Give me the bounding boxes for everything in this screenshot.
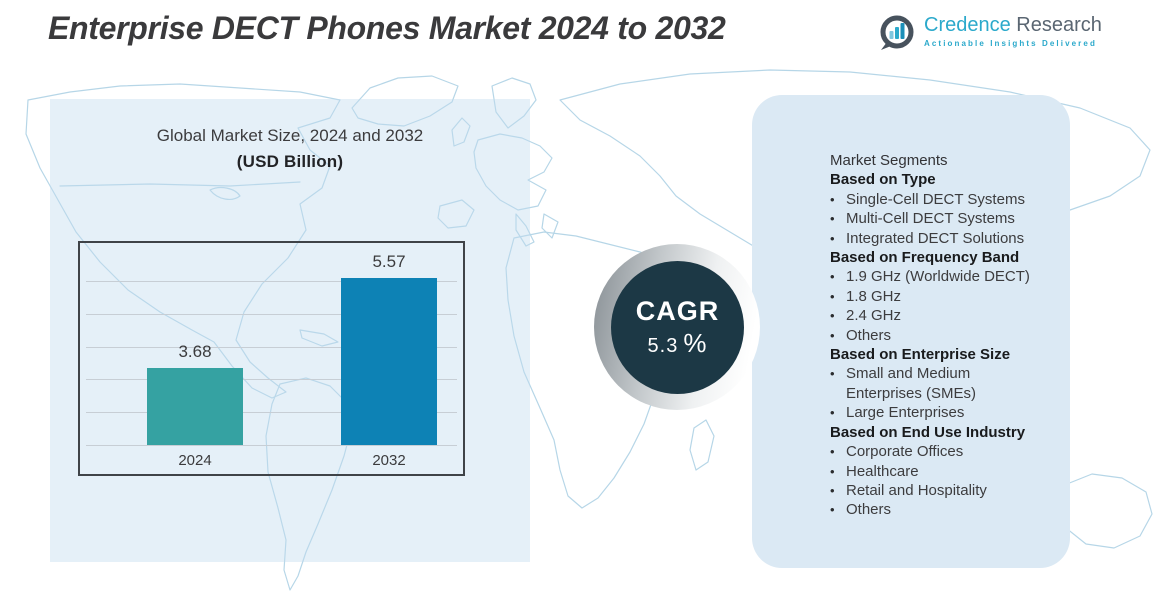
segments-list: Market Segments Based on Type • Single-Cell… (830, 151, 1062, 520)
gridline (86, 379, 457, 380)
segment-item-label: Others (846, 326, 892, 344)
page-title: Enterprise DECT Phones Market 2024 to 20… (48, 10, 726, 46)
bullet-icon: • (830, 482, 835, 498)
segment-line-bullet: • 1.9 GHz (Worldwide DECT) (830, 267, 1062, 286)
segment-item-label: Retail and Hospitality (846, 481, 987, 499)
segment-line-bullet: • Large Enterprises (830, 403, 1062, 422)
segment-line-bullet: • Integrated DECT Solutions (830, 229, 1062, 248)
gridline (86, 445, 457, 446)
bullet-icon: • (830, 288, 835, 304)
bullet-icon: • (830, 211, 835, 227)
chart-heading: Global Market Size, 2024 and 2032 (USD B… (50, 126, 530, 172)
segment-item-label: Others (846, 501, 892, 519)
bullet-icon: • (830, 191, 835, 207)
segment-line-bullet: • Single-Cell DECT Systems (830, 190, 1062, 209)
segment-line-bullet: • Others (830, 326, 1062, 345)
bar-chart: 3.68 2024 5.57 2032 (78, 241, 465, 476)
segment-item-label: 1.9 GHz (Worldwide DECT) (846, 268, 1030, 286)
chart-title: Global Market Size, 2024 and 2032 (156, 126, 424, 145)
segment-item-label: Integrated DECT Solutions (846, 229, 1025, 247)
cagr-badge: CAGR 5.3 % (611, 261, 744, 394)
bullet-icon: • (830, 502, 835, 518)
brand-name-credence: Credence (924, 14, 1011, 36)
bar-chart-speech-bubble-icon (880, 15, 914, 50)
segment-line-header: Based on Type (830, 171, 936, 189)
segment-line-bullet: • Others (830, 500, 1062, 519)
percent-sign: % (683, 327, 708, 358)
segment-line-bullet: • Small and Medium (830, 364, 1062, 383)
bar-value-label: 3.68 (178, 342, 212, 361)
logo-text: Credence Research Actionable Insights De… (924, 13, 1102, 48)
brand-name-research: Research (1016, 14, 1102, 36)
credence-research-logo: Credence Research Actionable Insights De… (878, 13, 1102, 53)
bar-2024 (147, 368, 243, 445)
chart-panel-background (50, 99, 530, 562)
segment-item-label: Multi-Cell DECT Systems (846, 210, 1015, 228)
cagr-value: 5.3 % (648, 328, 708, 359)
segment-item-label: Healthcare (846, 462, 919, 480)
bullet-icon: • (830, 405, 835, 421)
market-segments-panel: Market Segments Based on Type • Single-Cell… (752, 95, 1070, 568)
segment-line-header: Based on Enterprise Size (830, 346, 1011, 364)
segment-line-bullet: • Retail and Hospitality (830, 481, 1062, 500)
segment-item-label: Large Enterprises (846, 404, 965, 422)
gridline (86, 314, 457, 315)
brand-name: Credence Research (924, 13, 1102, 37)
segment-item-label: Single-Cell DECT Systems (846, 190, 1025, 208)
segment-line-header: Based on End Use Industry (830, 423, 1026, 441)
bullet-icon: • (830, 269, 835, 285)
bullet-icon: • (830, 327, 835, 343)
segment-line-header: Based on Frequency Band (830, 249, 1020, 267)
segment-item-label: Small and Medium (846, 365, 971, 383)
segment-item-label: 1.8 GHz (846, 287, 902, 305)
bullet-icon: • (830, 444, 835, 460)
logo-tagline: Actionable Insights Delivered (924, 39, 1097, 48)
segment-line-bullet: • Corporate Offices (830, 442, 1062, 461)
segment-line-plain: Market Segments (830, 152, 948, 169)
segment-line-bullet: • 1.8 GHz (830, 287, 1062, 306)
segment-line-continuation: Enterprises (SMEs) (846, 384, 977, 402)
segment-line-bullet: • Healthcare (830, 462, 1062, 481)
gridline (86, 412, 457, 413)
segment-line-bullet: • 2.4 GHz (830, 306, 1062, 325)
bullet-icon: • (830, 463, 835, 479)
bar-category-label: 2032 (372, 452, 406, 469)
cagr-label: CAGR (635, 295, 720, 326)
gridline (86, 281, 457, 282)
bar-2032 (341, 278, 437, 445)
bullet-icon: • (830, 308, 835, 324)
segment-item-label: 2.4 GHz (846, 307, 902, 325)
chart-subtitle: (USD Billion) (236, 152, 344, 171)
gridline (86, 347, 457, 348)
bullet-icon: • (830, 366, 835, 382)
bar-category-label: 2024 (178, 452, 212, 469)
bar-value-label: 5.57 (372, 252, 406, 271)
cagr-value-number: 5.3 (647, 334, 679, 357)
bullet-icon: • (830, 230, 835, 246)
segment-item-label: Corporate Offices (846, 443, 964, 461)
segment-line-bullet: • Multi-Cell DECT Systems (830, 209, 1062, 228)
